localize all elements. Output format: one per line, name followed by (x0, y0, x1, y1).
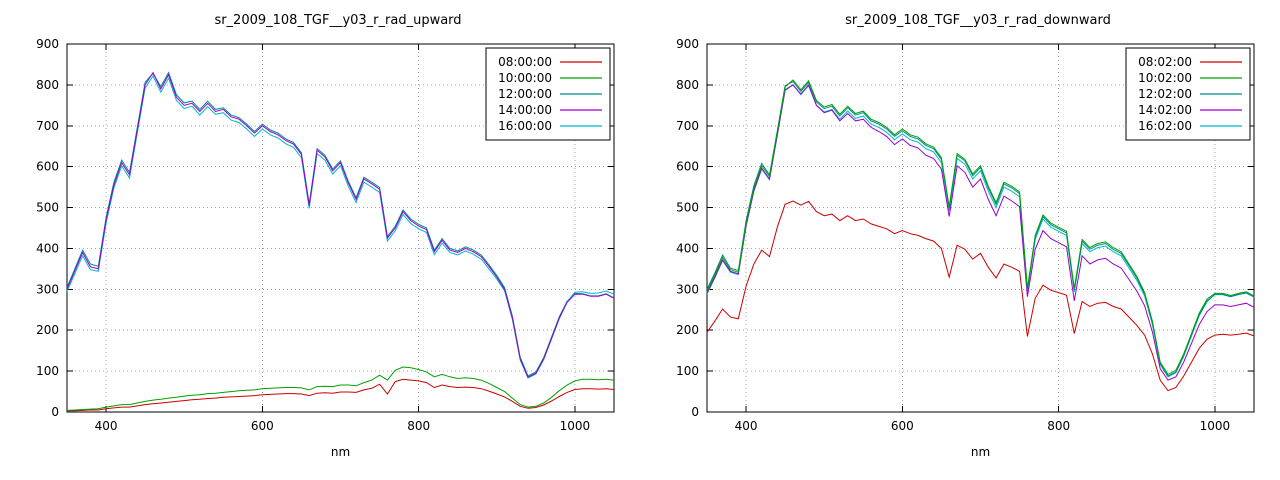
chart-upward-title: sr_2009_108_TGF__y03_r_rad_upward (214, 13, 462, 28)
svg-text:1000: 1000 (1200, 419, 1231, 433)
svg-text:600: 600 (891, 419, 914, 433)
chart-upward-canvas: 0 100 200 300 400 500 600 700 800 900 400 600 800 100… (36, 37, 615, 459)
plot-border (66, 43, 615, 413)
tick-marks (707, 43, 1254, 413)
svg-text:400: 400 (95, 419, 118, 433)
legend-label: 16:02:00 (1138, 119, 1192, 133)
legend-label: 10:00:00 (498, 71, 552, 85)
svg-text:400: 400 (735, 419, 758, 433)
svg-text:700: 700 (36, 119, 59, 133)
x-axis-label: nm (331, 445, 350, 459)
axis-tick-labels: 0 100 200 300 400 500 600 700 800 900 400 600 800 100… (36, 37, 590, 433)
axis-tick-labels: 0 100 200 300 400 500 600 700 800 900 400 600 800 100… (676, 37, 1230, 433)
plot-border (706, 43, 1255, 413)
series-line-14:02:00 (706, 83, 1255, 381)
svg-text:500: 500 (676, 201, 699, 215)
svg-text:1000: 1000 (560, 419, 591, 433)
legend-label: 12:02:00 (1138, 87, 1192, 101)
svg-text:300: 300 (676, 282, 699, 296)
legend-label: 12:00:00 (498, 87, 552, 101)
chart-upward: sr_2009_108_TGF__y03_r_rad_upward 0 100 20… (36, 13, 615, 459)
series-line-10:00:00 (66, 366, 615, 411)
svg-text:200: 200 (36, 323, 59, 337)
svg-text:400: 400 (676, 241, 699, 255)
svg-text:0: 0 (691, 405, 699, 419)
chart-downward-title: sr_2009_108_TGF__y03_r_rad_downward (845, 13, 1111, 28)
legend-label: 08:00:00 (498, 55, 552, 69)
legend-label: 10:02:00 (1138, 71, 1192, 85)
legend: 08:00:00 10:00:00 12:00:00 14:00:00 16:00:00 (485, 47, 611, 141)
svg-text:300: 300 (36, 282, 59, 296)
svg-text:900: 900 (36, 37, 59, 51)
svg-text:700: 700 (676, 119, 699, 133)
svg-text:600: 600 (36, 160, 59, 174)
svg-text:100: 100 (36, 364, 59, 378)
chart-downward-canvas: 0 100 200 300 400 500 600 700 800 900 400 600 800 100… (676, 37, 1255, 459)
svg-text:800: 800 (1047, 419, 1070, 433)
svg-text:400: 400 (36, 241, 59, 255)
grid (67, 43, 614, 413)
series-line-12:02:00 (706, 80, 1255, 377)
svg-text:800: 800 (407, 419, 430, 433)
series-line-10:02:00 (706, 79, 1255, 376)
legend-label: 16:00:00 (498, 119, 552, 133)
series-lines (66, 71, 615, 412)
svg-text:800: 800 (36, 78, 59, 92)
legend-label: 14:02:00 (1138, 103, 1192, 117)
legend-label: 14:00:00 (498, 103, 552, 117)
series-line-14:00:00 (66, 71, 615, 378)
svg-text:900: 900 (676, 37, 699, 51)
svg-text:500: 500 (36, 201, 59, 215)
svg-text:100: 100 (676, 364, 699, 378)
svg-text:0: 0 (51, 405, 59, 419)
legend-label: 08:02:00 (1138, 55, 1192, 69)
svg-text:600: 600 (251, 419, 274, 433)
legend: 08:02:00 10:02:00 12:02:00 14:02:00 16:02:00 (1125, 47, 1251, 141)
svg-text:600: 600 (676, 160, 699, 174)
chart-downward: sr_2009_108_TGF__y03_r_rad_downward 0 100… (640, 0, 1280, 480)
x-axis-label: nm (971, 445, 990, 459)
svg-text:800: 800 (676, 78, 699, 92)
svg-text:200: 200 (676, 323, 699, 337)
series-line-08:02:00 (706, 200, 1255, 392)
series-lines (706, 79, 1255, 392)
series-line-08:00:00 (67, 378, 615, 412)
series-line-12:00:00 (66, 71, 615, 377)
